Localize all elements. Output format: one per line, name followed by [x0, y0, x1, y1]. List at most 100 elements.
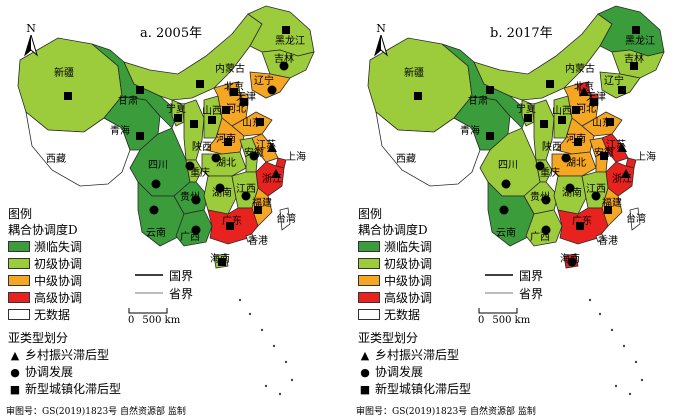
square-marker — [618, 86, 626, 94]
swatch-nodata — [8, 309, 30, 320]
circle-icon: ● — [360, 366, 370, 379]
province-label: 海南 — [560, 252, 580, 265]
province-label: 福建 — [602, 196, 622, 209]
province-label: 香港 — [598, 235, 618, 247]
triangle-marker — [617, 143, 627, 152]
province-label: 台湾 — [276, 212, 296, 225]
credit-line: 审图号：GS(2019)1823号 自然资源部 监制 — [6, 407, 186, 417]
map-panel-2017: 新疆 西藏 青海 甘肃 内蒙古 黑龙江 吉林 辽宁 宁夏 陕西 山西 北京 天津 河北 山东 河南 四川 重庆 湖北… — [350, 0, 700, 417]
square-marker — [136, 132, 144, 140]
island-dot — [284, 360, 288, 364]
circle-marker — [267, 85, 277, 95]
province-label: 湖北 — [566, 157, 586, 169]
province-label: 甘肃 — [118, 94, 138, 107]
province-label: 西藏 — [46, 153, 66, 165]
legend-class-1: 濒临失调 — [8, 238, 82, 255]
island-dot — [610, 328, 614, 332]
scale-label: 500 km — [142, 315, 181, 326]
province-label: 宁夏 — [166, 102, 186, 115]
south-sea-islands — [238, 298, 294, 396]
square-marker — [64, 92, 72, 100]
square-marker — [600, 152, 608, 160]
circle-marker — [241, 191, 251, 201]
province-黑龙江 — [597, 5, 665, 57]
square-marker — [414, 92, 422, 100]
subtype-square: ■ 新型城镇化滞后型 — [9, 382, 122, 396]
province-label: 四川 — [148, 160, 168, 171]
province-label: 浙江 — [612, 173, 632, 185]
scale-zero: 0 — [128, 315, 135, 326]
square-marker — [174, 114, 182, 122]
national-border-label: 国界 — [169, 268, 194, 283]
circle-marker — [279, 61, 289, 71]
square-marker — [540, 120, 548, 128]
circle-icon: ● — [10, 366, 20, 379]
national-border-key: 国界 — [485, 266, 543, 284]
province-label: 天津 — [236, 91, 256, 103]
island-dot — [628, 392, 632, 396]
square-marker — [208, 116, 216, 124]
province-label: 云南 — [146, 226, 166, 239]
province-辽宁 — [249, 71, 291, 99]
square-marker — [486, 86, 494, 94]
square-marker — [604, 206, 612, 214]
scale-label: 500 km — [492, 315, 531, 326]
province-border-label: 省界 — [519, 286, 544, 301]
province-label: 甘肃 — [468, 94, 488, 107]
circle-marker — [561, 153, 571, 163]
legend-class-label: 高级协调 — [384, 290, 433, 305]
square-marker — [190, 120, 198, 128]
province-label: 贵州 — [530, 190, 550, 203]
legend-class-label: 无数据 — [34, 307, 71, 322]
legend-class-label: 濒临失调 — [34, 239, 83, 254]
legend-class-label: 初级协调 — [34, 256, 83, 271]
credit-line: 审图号：GS(2019)1823号 自然资源部 监制 — [356, 407, 536, 417]
province-label: 内蒙古 — [565, 62, 595, 75]
north-label: N — [376, 22, 386, 35]
north-arrow-icon: N — [22, 22, 40, 60]
square-marker — [282, 26, 290, 34]
province-label: 湖北 — [216, 157, 236, 169]
province-西藏 — [375, 111, 481, 187]
circle-marker — [567, 257, 577, 267]
province-label: 台湾 — [626, 212, 646, 225]
province-label: 上海 — [286, 150, 306, 163]
legend-class-label: 初级协调 — [384, 256, 433, 271]
scale-bar: 0 500 km — [478, 306, 530, 326]
island-dot — [588, 298, 592, 302]
province-label: 云南 — [496, 226, 516, 239]
triangle-icon: ▲ — [10, 349, 20, 362]
subtype-circle: ● 协调发展 — [8, 364, 121, 381]
circle-marker — [185, 161, 195, 171]
province-label: 广东 — [222, 214, 242, 227]
boundary-legend: 国界 省界 — [485, 266, 543, 302]
legend-class-label: 高级协调 — [34, 290, 83, 305]
triangle-marker — [271, 169, 281, 178]
circle-marker — [151, 179, 161, 189]
subtype-legend: 亚类型划分 ▲ 乡村振兴滞后型 ● 协调发展 ■ 新型城镇化滞后型 — [8, 330, 121, 398]
province-label: 山东 — [242, 116, 262, 129]
square-marker — [524, 114, 532, 122]
province-label: 陕西 — [192, 140, 212, 153]
square-marker — [558, 116, 566, 124]
circle-marker — [535, 161, 545, 171]
boundary-legend: 国界 省界 — [135, 266, 193, 302]
subtype-triangle: ▲ 乡村振兴滞后型 — [358, 347, 471, 364]
national-border-key: 国界 — [135, 266, 193, 284]
panel-title: a. 2005年 — [140, 26, 203, 41]
circle-marker — [191, 195, 201, 205]
island-dot — [598, 312, 602, 316]
legend-class-nodata: 无数据 — [358, 306, 432, 323]
province-label: 广东 — [572, 214, 592, 227]
island-dot — [622, 344, 626, 348]
circle-marker — [591, 191, 601, 201]
island-dot — [634, 360, 638, 364]
scale-zero: 0 — [478, 315, 485, 326]
swatch-level3 — [8, 275, 30, 286]
legend-class-label: 中级协调 — [34, 273, 83, 288]
subtype-title: 亚类型划分 — [358, 331, 419, 345]
square-marker — [240, 98, 248, 106]
province-台湾 — [279, 207, 291, 231]
circle-marker — [211, 153, 221, 163]
